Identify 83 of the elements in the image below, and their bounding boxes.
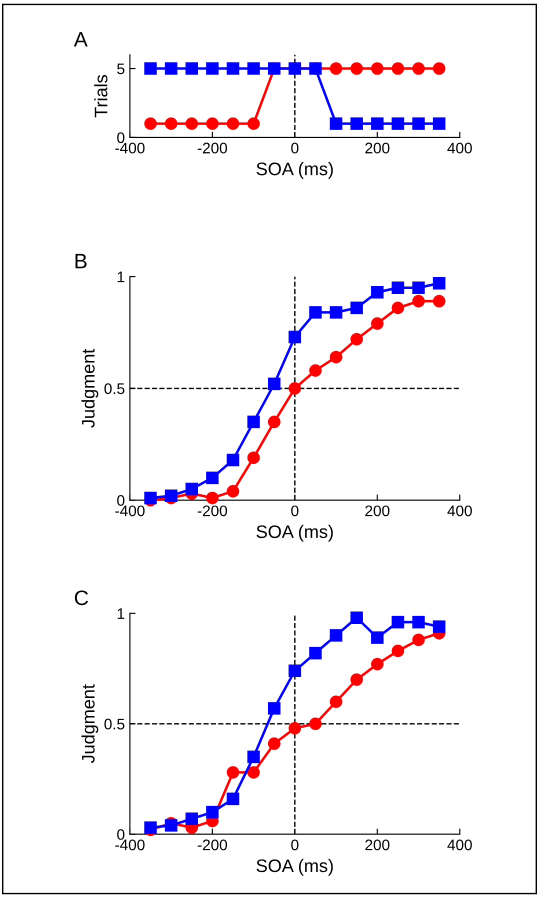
point: [164, 489, 178, 502]
point: [226, 766, 240, 779]
y-tick-label: 0: [117, 132, 124, 144]
point: [288, 664, 302, 678]
chart-title: B: [76, 254, 87, 268]
point: [392, 302, 404, 314]
chart-title: A: [74, 32, 88, 46]
point: [392, 282, 404, 294]
point: [206, 806, 219, 818]
point: [186, 482, 198, 496]
x-tick-label: -200: [198, 840, 228, 850]
x-tick-label: -400: [115, 142, 145, 154]
x-tick-label: -400: [115, 505, 145, 516]
x-tick-label: 200: [365, 840, 390, 850]
x-tick-label: -400: [115, 840, 145, 850]
point: [309, 646, 322, 660]
y-tick-label: 0: [117, 495, 124, 506]
point: [330, 350, 342, 364]
y-tick-label: 0.5: [104, 718, 124, 730]
point: [412, 294, 425, 308]
point: [226, 792, 240, 806]
point: [288, 330, 302, 344]
point: [288, 382, 302, 395]
point: [330, 629, 342, 642]
x-tick-label: 0: [291, 840, 298, 850]
point: [330, 306, 342, 319]
point: [412, 282, 425, 294]
point: [432, 277, 446, 290]
point: [247, 750, 260, 764]
point: [309, 306, 322, 319]
y-tick-label: 1: [118, 608, 124, 619]
x-tick-label: -200: [198, 142, 228, 154]
point: [412, 634, 425, 646]
point: [268, 737, 280, 750]
y-tick-label: 5: [117, 64, 124, 74]
x-tick-label: 0: [291, 142, 298, 154]
point: [247, 451, 260, 464]
x-tick-label: -200: [198, 505, 228, 516]
x-tick-label: 200: [365, 142, 390, 154]
point: [268, 378, 280, 390]
point: [226, 484, 240, 498]
y-axis-title: Judgment: [81, 684, 98, 764]
x-tick-label: 400: [447, 840, 472, 850]
point: [309, 364, 322, 377]
point: [206, 492, 219, 504]
point: [371, 317, 384, 330]
y-tick-label: 0.5: [104, 383, 124, 394]
point: [350, 612, 363, 624]
x-tick-label: 0: [291, 505, 298, 516]
point: [392, 616, 404, 628]
point: [371, 631, 384, 644]
point: [350, 302, 363, 314]
chart-title: C: [74, 590, 88, 606]
point: [144, 821, 157, 834]
x-axis-title: SOA (ms): [256, 162, 333, 179]
y-axis-title: Judgment: [81, 348, 98, 428]
point: [309, 718, 322, 730]
x-axis-title: SOA (ms): [256, 858, 333, 876]
point: [247, 766, 260, 779]
point: [268, 416, 280, 428]
point: [392, 644, 404, 658]
y-axis-title: Trials: [94, 75, 108, 118]
point: [164, 819, 178, 832]
x-tick-label: 200: [365, 505, 390, 516]
point: [206, 472, 219, 484]
point: [288, 722, 302, 734]
y-tick-label: 1: [118, 272, 124, 282]
point: [432, 620, 446, 633]
point: [268, 702, 280, 715]
point: [186, 812, 198, 826]
x-tick-label: 400: [447, 142, 472, 154]
point: [371, 658, 384, 670]
point: [350, 332, 363, 346]
x-axis-title: SOA (ms): [256, 524, 333, 542]
point: [330, 695, 342, 708]
point: [371, 286, 384, 298]
point: [350, 673, 363, 686]
point: [412, 616, 425, 628]
y-tick-label: 0: [117, 829, 124, 840]
x-tick-label: 400: [447, 505, 472, 516]
point: [226, 454, 240, 466]
point: [247, 416, 260, 428]
point: [432, 294, 446, 308]
